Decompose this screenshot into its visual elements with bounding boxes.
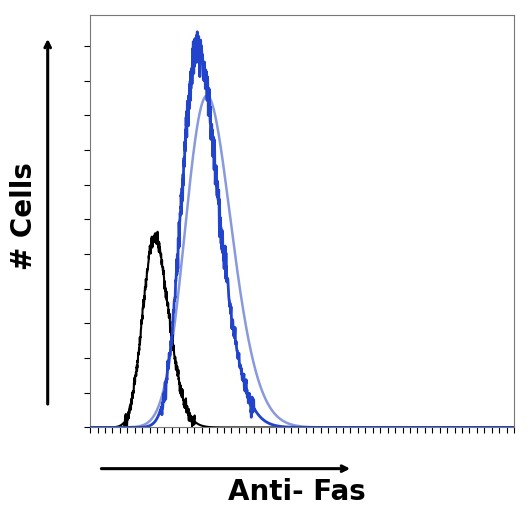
Text: # Cells: # Cells <box>10 162 38 270</box>
Text: Anti- Fas: Anti- Fas <box>228 478 366 506</box>
